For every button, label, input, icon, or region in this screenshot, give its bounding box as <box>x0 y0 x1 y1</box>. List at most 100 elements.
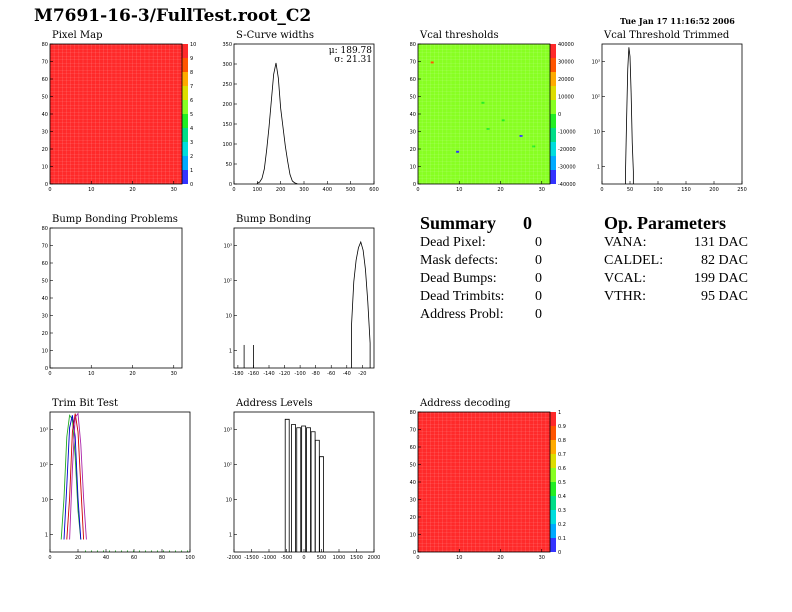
vcal_thresholds-ytick-label: 0 <box>413 182 416 188</box>
address_decoding-ytick-label: 10 <box>410 533 416 539</box>
address_levels-ytick-label: 10² <box>224 463 232 469</box>
address_decoding-scale-label: 0.6 <box>558 466 566 472</box>
trim_bit_test-series-line <box>63 415 82 540</box>
pixel_map-xtick-label: 30 <box>171 187 177 193</box>
address_decoding-ytick-label: 50 <box>410 463 416 469</box>
address_levels-bar <box>310 431 316 552</box>
vcal_thresholds-scale-label: 0 <box>558 112 561 118</box>
pixel_map-xtick-label: 10 <box>88 187 94 193</box>
address_decoding-xtick-label: 0 <box>416 555 419 561</box>
address_decoding-scale-cell <box>550 538 556 552</box>
bump-problems-title: Bump Bonding Problems <box>52 214 178 225</box>
address_decoding-ytick-label: 80 <box>410 410 416 416</box>
address_levels-xtick-label: 1000 <box>333 555 346 561</box>
pixel_map-scale-label: 10 <box>190 42 196 48</box>
pixel_map-ytick-label: 20 <box>42 147 48 153</box>
vcal_thresholds-scale-cell <box>550 100 556 114</box>
scurve_widths-ytick-label: 350 <box>222 42 232 48</box>
trim_bit_test-frame <box>49 411 191 553</box>
bump_problems-ytick-label: 20 <box>42 331 48 337</box>
bump_bonding-ytick-label: 10² <box>224 279 232 285</box>
vcal_thresholds-ytick-label: 30 <box>410 130 416 136</box>
trim_bit_test-xtick-label: 40 <box>103 555 109 561</box>
pixel_map-scale-label: 0 <box>190 182 193 188</box>
address_levels-bar <box>306 427 311 552</box>
op-param-value: 131 DAC <box>693 235 748 250</box>
address_decoding-scale-cell <box>550 468 556 482</box>
vcal-trimmed-title: Vcal Threshold Trimmed <box>604 30 730 41</box>
address_decoding-scale-cell <box>550 482 556 496</box>
bump_problems-xtick-label: 30 <box>171 371 177 377</box>
address_levels-xtick-label: -1500 <box>244 555 259 561</box>
vcal_thresholds-outlier-cell <box>519 135 523 137</box>
bump_bonding-ytick-label: 1 <box>229 349 232 355</box>
bump-bonding-title: Bump Bonding <box>236 214 312 225</box>
pixel_map-ytick-label: 10 <box>42 165 48 171</box>
address_levels-bar <box>296 427 302 552</box>
bump_bonding-xtick-label: -160 <box>248 371 259 377</box>
address_decoding-scale-label: 0.8 <box>558 438 566 444</box>
trim_bit_test-xtick-label: 0 <box>48 555 51 561</box>
pixel_map-scale-label: 1 <box>190 168 193 174</box>
vcal_thresholds-outlier-cell <box>486 128 490 130</box>
vcal_thresholds-scale-label: 30000 <box>558 60 574 66</box>
address_levels-xtick-label: -1000 <box>262 555 277 561</box>
vcal_trimmed-xtick-label: 150 <box>681 187 691 193</box>
bump_problems-xtick-label: 20 <box>129 371 135 377</box>
address_levels-xtick-label: 1500 <box>350 555 363 561</box>
address_decoding-scale-cell <box>550 496 556 510</box>
scurve_widths-histogram-line <box>256 62 298 185</box>
summary-row: Dead Pixel: 0 <box>420 234 542 252</box>
vcal_trimmed-xtick-label: 100 <box>653 187 663 193</box>
scurve_widths-xtick-label: 500 <box>346 187 356 193</box>
bump_problems-frame <box>49 227 183 369</box>
pixel_map-scale-label: 3 <box>190 140 193 146</box>
op-param-row: VTHR: 95 DAC <box>604 288 748 306</box>
summary-title: Summary <box>420 213 496 233</box>
bump_problems-ytick-label: 70 <box>42 244 48 250</box>
summary-label: Dead Trimbits: <box>420 289 505 304</box>
vcal_trimmed-ytick-label: 10² <box>592 95 600 101</box>
address_decoding-xtick-label: 10 <box>456 555 462 561</box>
address_decoding-scale-label: 0 <box>558 550 561 556</box>
summary-value: 0 <box>535 253 542 268</box>
summary-label: Dead Bumps: <box>420 271 497 286</box>
vcal_thresholds-ytick-label: 80 <box>410 42 416 48</box>
trim_bit_test-xtick-label: 20 <box>75 555 81 561</box>
address_levels-xtick-label: 500 <box>317 555 327 561</box>
summary-label: Mask defects: <box>420 253 499 268</box>
vcal_thresholds-scale-cell <box>550 170 556 184</box>
bump_bonding-xtick-label: -40 <box>343 371 351 377</box>
vcal_thresholds-outlier-cell <box>501 119 505 122</box>
pixel_map-scale-cell <box>182 44 188 58</box>
summary-row: Address Probl: 0 <box>420 306 542 324</box>
vcal_thresholds-xtick-label: 30 <box>539 187 545 193</box>
scurve_widths-frame <box>233 43 375 185</box>
vcal_trimmed-xtick-label: 0 <box>600 187 603 193</box>
pixel_map-ytick-label: 80 <box>42 42 48 48</box>
vcal_trimmed-frame <box>601 43 743 185</box>
summary-row: Mask defects: 0 <box>420 252 542 270</box>
bump_problems-xtick-label: 0 <box>48 371 51 377</box>
vcal_trimmed-xtick-label: 250 <box>737 187 747 193</box>
pixel_map-scale-label: 6 <box>190 98 193 104</box>
address_levels-bar <box>284 418 290 552</box>
vcal_thresholds-scale-cell <box>550 156 556 170</box>
summary-label: Address Probl: <box>420 307 504 322</box>
address_decoding-scale-label: 0.4 <box>558 494 566 500</box>
trim_bit_test-series-line <box>69 412 87 540</box>
address-decoding-title: Address decoding <box>420 398 511 409</box>
bump_problems-ytick-label: 50 <box>42 279 48 285</box>
address_decoding-scale-label: 0.7 <box>558 452 566 458</box>
pixel_map-ytick-label: 30 <box>42 130 48 136</box>
op-param-label: VTHR: <box>604 289 646 304</box>
summary-row: Dead Bumps: 0 <box>420 270 542 288</box>
address_levels-bar <box>314 439 320 552</box>
scurve_widths-ytick-label: 300 <box>222 62 232 68</box>
bump_bonding-ytick-label: 10³ <box>224 244 232 250</box>
vcal_trimmed-ytick-label: 1 <box>597 165 600 171</box>
address_levels-ytick-label: 10 <box>226 498 232 504</box>
address_decoding-scale-cell <box>550 510 556 524</box>
address_decoding-scale-label: 0.5 <box>558 480 566 486</box>
